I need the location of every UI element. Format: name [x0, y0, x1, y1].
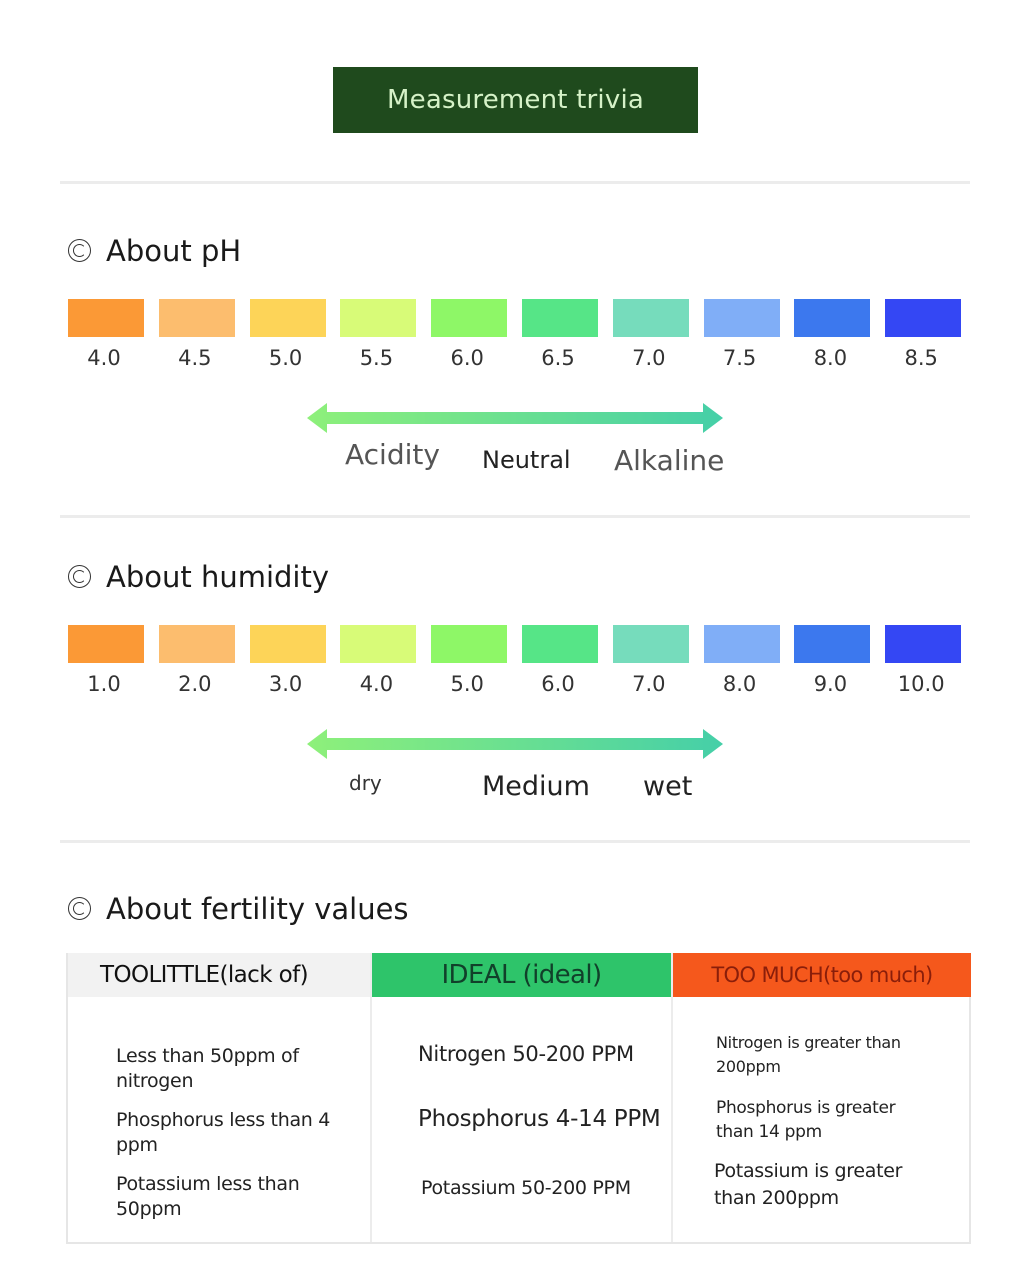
- ph-tick-labels: 4.0 4.5 5.0 5.5 6.0 6.5 7.0 7.5 8.0 8.5: [68, 346, 962, 376]
- table-cell: Potassium less than 50ppm: [116, 1173, 300, 1220]
- table-cell: Phosphorus less than 4 ppm: [116, 1109, 331, 1156]
- color-swatch: [249, 299, 326, 337]
- color-swatch: [431, 625, 508, 663]
- title-banner: Measurement trivia: [333, 67, 698, 133]
- table-cell: Less than 50ppm of nitrogen: [116, 1045, 299, 1092]
- color-swatch: [885, 299, 962, 337]
- double-circle-icon: [68, 897, 92, 921]
- tick-label: 7.0: [632, 346, 666, 370]
- tick-label: 2.0: [178, 672, 212, 696]
- tick-label: 5.0: [268, 346, 303, 370]
- fertility-table: TOOLITTLE(lack of) Less than 50ppm of ni…: [66, 953, 971, 1244]
- table-cell: Phosphorus is greater than 14 ppm: [716, 1098, 896, 1142]
- tick-label: 9.0: [813, 672, 848, 696]
- divider: [60, 181, 970, 184]
- humidity-title-text: About humidity: [106, 560, 330, 594]
- color-swatch: [158, 299, 235, 337]
- ph-double-arrow-icon: [307, 403, 723, 433]
- color-swatch: [340, 299, 417, 337]
- table-cell: Nitrogen is greater than 200ppm: [716, 1033, 901, 1076]
- color-swatch: [340, 625, 417, 663]
- color-swatch: [522, 625, 598, 663]
- tick-label: 8.5: [904, 346, 938, 370]
- table-cell: Phosphorus 4-14 PPM: [418, 1106, 661, 1132]
- divider: [60, 840, 970, 843]
- color-swatch: [249, 625, 326, 663]
- humidity-double-arrow-icon: [307, 729, 723, 759]
- double-circle-icon: [68, 565, 92, 589]
- ph-title-text: About pH: [106, 234, 242, 268]
- color-swatch: [703, 625, 780, 663]
- table-cell: Potassium is greater than 200ppm: [714, 1160, 903, 1209]
- color-swatch: [794, 625, 871, 663]
- color-swatch: [68, 625, 144, 663]
- tick-label: 6.5: [541, 346, 575, 370]
- humidity-scale-wet: wet: [643, 771, 693, 802]
- ph-scale-alkaline: Alkaline: [614, 444, 725, 477]
- tick-label: 6.0: [450, 346, 484, 370]
- color-swatch: [68, 299, 144, 337]
- tick-label: 4.0: [87, 346, 121, 370]
- table-cell: Nitrogen 50-200 PPM: [418, 1042, 634, 1066]
- humidity-color-scale: [68, 625, 962, 663]
- humidity-section-title: About humidity: [68, 560, 329, 594]
- tick-label: 3.0: [268, 672, 303, 696]
- tick-label: 4.0: [359, 672, 394, 696]
- tick-label: 8.0: [722, 672, 757, 696]
- fertility-section-title: About fertility values: [68, 892, 409, 926]
- ph-scale-acidity: Acidity: [345, 438, 440, 471]
- column-too-much: TOO MUCH(too much) Nitrogen is greater t…: [671, 953, 971, 1242]
- ph-color-scale: [68, 299, 962, 337]
- banner-title: Measurement trivia: [386, 85, 644, 115]
- humidity-tick-labels: 1.0 2.0 3.0 4.0 5.0 6.0 7.0 8.0 9.0 10.0: [68, 672, 962, 702]
- column-header-too-much: TOO MUCH(too much): [673, 953, 971, 997]
- tick-label: 7.5: [722, 346, 757, 370]
- tick-label: 5.5: [359, 346, 394, 370]
- double-circle-icon: [68, 239, 92, 263]
- humidity-scale-dry: dry: [349, 771, 382, 795]
- tick-label: 6.0: [541, 672, 575, 696]
- tick-label: 7.0: [632, 672, 666, 696]
- color-swatch: [431, 299, 508, 337]
- ph-scale-neutral: Neutral: [482, 446, 571, 474]
- column-too-little: TOOLITTLE(lack of) Less than 50ppm of ni…: [68, 953, 370, 1242]
- fertility-title-text: About fertility values: [106, 892, 409, 926]
- column-ideal: IDEAL (ideal) Nitrogen 50-200 PPM Phosph…: [370, 953, 671, 1242]
- color-swatch: [612, 625, 689, 663]
- tick-label: 10.0: [897, 672, 945, 696]
- tick-label: 1.0: [87, 672, 121, 696]
- column-header-too-little: TOOLITTLE(lack of): [68, 953, 370, 997]
- color-swatch: [612, 299, 689, 337]
- divider: [60, 515, 970, 518]
- tick-label: 5.0: [450, 672, 484, 696]
- table-cell: Potassium 50-200 PPM: [421, 1177, 631, 1199]
- color-swatch: [703, 299, 780, 337]
- color-swatch: [885, 625, 962, 663]
- tick-label: 4.5: [178, 346, 212, 370]
- tick-label: 8.0: [813, 346, 848, 370]
- color-swatch: [522, 299, 598, 337]
- humidity-scale-medium: Medium: [482, 771, 590, 802]
- column-header-ideal: IDEAL (ideal): [372, 953, 671, 997]
- ph-section-title: About pH: [68, 234, 241, 268]
- color-swatch: [794, 299, 871, 337]
- color-swatch: [158, 625, 235, 663]
